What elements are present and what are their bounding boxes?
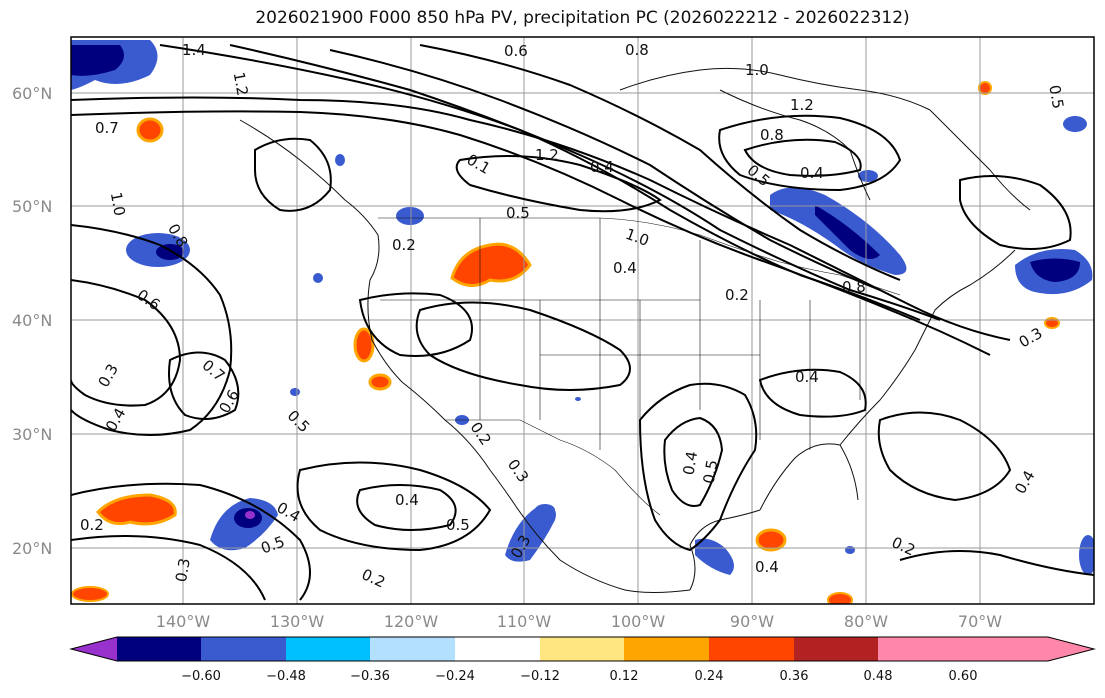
contour-label: 0.4	[755, 558, 779, 576]
colorbar-segment	[794, 637, 878, 661]
contour-label: 0.2	[725, 286, 749, 304]
contour-label: 1.2	[790, 96, 814, 114]
contour-label: 0.4	[795, 368, 819, 386]
pv-contours	[71, 44, 1094, 601]
colorbar-extend-left	[71, 637, 117, 661]
lon-label: 70°W	[958, 612, 1002, 631]
contour-label: 1.2	[535, 146, 559, 164]
colorbar-segment	[963, 637, 1094, 661]
colorbar-segment	[286, 637, 370, 661]
contour-label: 0.3	[172, 557, 194, 584]
contour-label: 1.4	[182, 41, 206, 59]
contour-label: 0.4	[590, 158, 614, 176]
contour-label: 0.6	[504, 42, 528, 60]
contour-label: 0.2	[392, 236, 416, 254]
contour-label: 1.0	[107, 191, 129, 218]
colorbar-tick: −0.24	[435, 669, 475, 684]
contour-label: 0.7	[95, 119, 119, 137]
precip-shading	[71, 40, 1094, 604]
contour-label: 0.5	[700, 458, 722, 485]
contour-label: 0.8	[625, 41, 649, 59]
lon-label: 100°W	[611, 612, 666, 631]
lat-label: 60°N	[12, 84, 52, 103]
contour-label: 0.5	[1045, 84, 1067, 111]
colorbar-tick: 0.12	[610, 669, 639, 684]
colorbar-tick: −0.36	[350, 669, 390, 684]
colorbar-segment	[455, 637, 540, 661]
colorbar	[69, 636, 1096, 662]
lon-label: 140°W	[156, 612, 211, 631]
colorbar-segment	[709, 637, 794, 661]
lat-label: 20°N	[12, 539, 52, 558]
contour-label: 0.4	[679, 450, 701, 477]
colorbar-tick: −0.48	[266, 669, 306, 684]
colorbar-tick: 0.24	[695, 669, 724, 684]
lon-label: 110°W	[497, 612, 552, 631]
colorbar-tick: 0.36	[780, 669, 809, 684]
map-frame	[70, 36, 1095, 605]
lon-label: 130°W	[270, 612, 325, 631]
colorbar-segment	[540, 637, 624, 661]
lon-label: 120°W	[384, 612, 439, 631]
contour-label: 0.4	[613, 259, 637, 277]
contour-label: 0.5	[506, 204, 530, 222]
colorbar-segment	[117, 637, 201, 661]
lat-label: 40°N	[12, 311, 52, 330]
colorbar-tick: 0.48	[864, 669, 893, 684]
contour-label: 0.4	[395, 491, 419, 509]
longitude-labels: 140°W 130°W 120°W 110°W 100°W 90°W 80°W …	[156, 612, 1002, 631]
lat-label: 30°N	[12, 425, 52, 444]
contour-label: 0.8	[842, 278, 866, 296]
latitude-labels: 60°N 50°N 40°N 30°N 20°N	[12, 84, 52, 558]
contour-label: 1.0	[745, 61, 769, 79]
chart-title: 2026021900 F000 850 hPa PV, precipitatio…	[255, 8, 910, 28]
lat-label: 50°N	[12, 197, 52, 216]
contour-label: 0.4	[800, 164, 824, 182]
contour-label: 0.5	[446, 516, 470, 534]
colorbar-tick: 0.60	[949, 669, 978, 684]
colorbar-segment	[201, 637, 286, 661]
coastlines	[239, 67, 1031, 593]
lon-label: 80°W	[844, 612, 888, 631]
lon-label: 90°W	[730, 612, 774, 631]
colorbar-segment	[624, 637, 709, 661]
contour-label: 0.2	[80, 516, 104, 534]
colorbar-ticks: −0.60 −0.48 −0.36 −0.24 −0.12 0.12 0.24 …	[181, 669, 977, 684]
colorbar-segment	[878, 637, 963, 661]
colorbar-tick: −0.60	[181, 669, 221, 684]
colorbar-segment	[370, 637, 455, 661]
contour-label: 0.8	[760, 126, 784, 144]
colorbar-tick: −0.12	[520, 669, 560, 684]
contour-label: 1.2	[230, 71, 252, 98]
